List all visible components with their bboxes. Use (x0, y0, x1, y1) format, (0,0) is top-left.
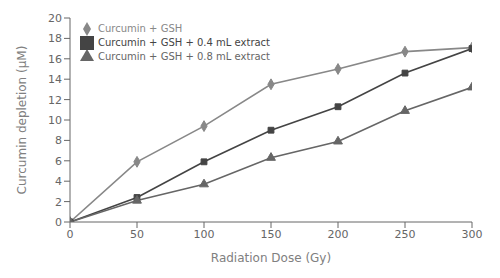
svg-text:20: 20 (48, 12, 62, 25)
svg-text:8: 8 (55, 134, 62, 147)
svg-text:14: 14 (48, 73, 62, 86)
svg-text:200: 200 (328, 228, 349, 241)
svg-text:10: 10 (48, 114, 62, 127)
svg-text:2: 2 (55, 196, 62, 209)
svg-text:12: 12 (48, 94, 62, 107)
svg-text:300: 300 (462, 228, 483, 241)
svg-text:250: 250 (395, 228, 416, 241)
svg-text:Radiation Dose (Gy): Radiation Dose (Gy) (211, 251, 331, 265)
html-text:Curcumin + GSH + 0.4 mL extrac: Curcumin + GSH + 0.4 mL extract (98, 37, 270, 48)
svg-text:16: 16 (48, 53, 62, 66)
svg-text:18: 18 (48, 32, 62, 45)
html-text:Curcumin + GSH + 0.8 mL extrac: Curcumin + GSH + 0.8 mL extract (98, 51, 270, 62)
html-text:Curcumin + GSH: Curcumin + GSH (98, 23, 183, 34)
svg-text:0: 0 (67, 228, 74, 241)
svg-text:50: 50 (130, 228, 144, 241)
svg-text:0: 0 (55, 216, 62, 229)
svg-text:150: 150 (261, 228, 282, 241)
svg-text:6: 6 (55, 155, 62, 168)
svg-text:4: 4 (55, 175, 62, 188)
svg-text:100: 100 (194, 228, 215, 241)
svg-text:Curcumin depletion (μM): Curcumin depletion (μM) (15, 46, 29, 195)
